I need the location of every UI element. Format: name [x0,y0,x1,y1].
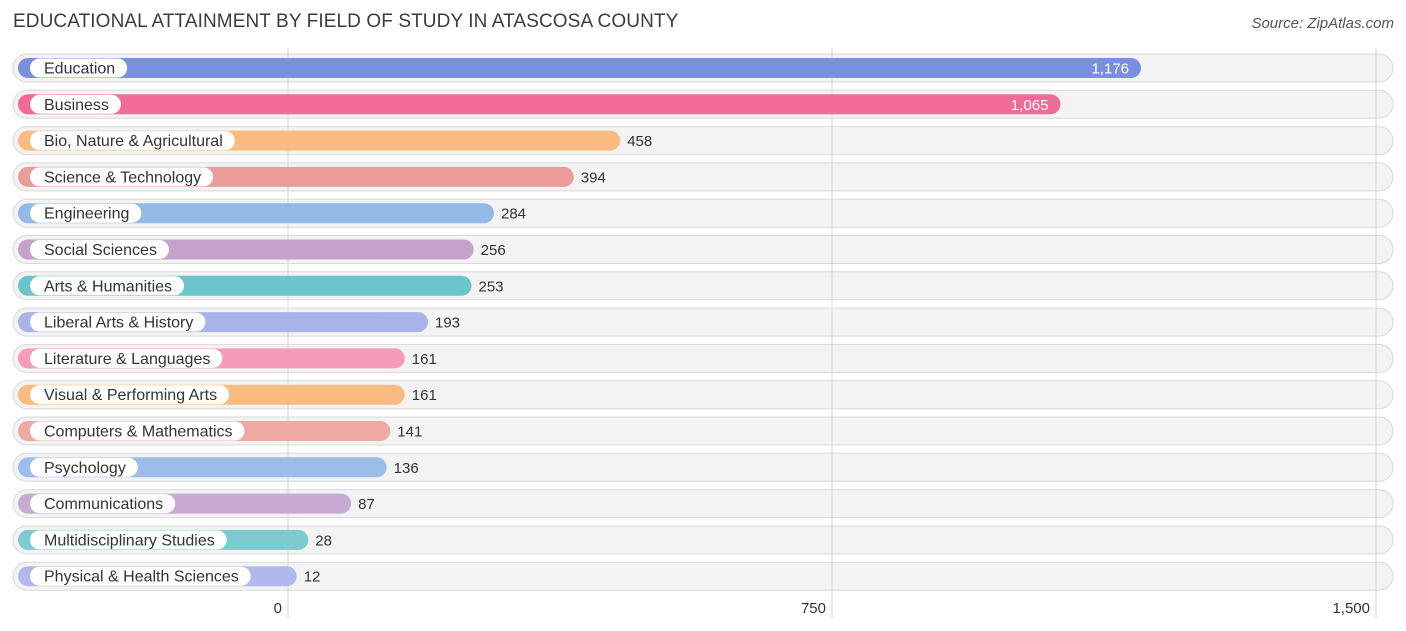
value-label: 136 [394,460,419,477]
category-label: Psychology [44,460,126,477]
bar [18,94,1061,115]
category-label-pill [30,457,138,477]
category-label-pill [30,203,142,223]
bar-track [12,525,1394,555]
category-label: Liberal Arts & History [44,315,193,332]
category-label: Communications [44,496,163,513]
value-label: 253 [479,278,504,295]
value-label: 141 [397,424,422,441]
value-label: 87 [358,496,375,513]
chart-title: EDUCATIONAL ATTAINMENT BY FIELD OF STUDY… [13,11,679,32]
category-label: Business [44,97,109,114]
category-label: Engineering [44,206,129,223]
category-label: Physical & Health Sciences [44,569,239,586]
category-label-pill [30,58,128,78]
x-tick-label: 750 [801,600,826,617]
category-label-pill [30,530,227,550]
bars: Education 1,176 Business 1,065 Bio, Nature &… [18,58,1141,587]
category-label-pill [30,276,185,296]
category-label: Social Sciences [44,242,157,259]
category-label-pill [30,494,176,514]
value-label: 256 [481,242,506,259]
value-label: 28 [315,532,332,549]
value-label: 1,176 [1091,61,1129,78]
value-label: 12 [304,569,321,586]
category-label: Bio, Nature & Agricultural [44,133,223,150]
value-label: 394 [581,169,606,186]
category-label-pill [30,131,235,151]
value-label: 284 [501,206,526,223]
category-label-pill [30,421,245,441]
category-label-pill [30,385,230,405]
category-label: Education [44,61,115,78]
category-label: Science & Technology [44,169,201,186]
category-label: Literature & Languages [44,351,210,368]
category-label: Computers & Mathematics [44,424,233,441]
category-label: Arts & Humanities [44,278,172,295]
x-axis-ticks: 0 750 1,500 [274,600,1370,617]
bar [18,58,1141,78]
category-label-pill [30,240,169,259]
category-label: Multidisciplinary Studies [44,532,215,549]
category-label: Visual & Performing Arts [44,387,217,404]
value-label: 193 [435,315,460,332]
source-label: Source: ZipAtlas.com [1251,15,1394,32]
x-tick-label: 1,500 [1332,600,1370,617]
category-label-pill [30,167,214,187]
value-label: 161 [412,351,437,368]
category-label-pill [30,566,251,586]
value-label: 161 [412,387,437,404]
value-label: 1,065 [1011,97,1049,114]
category-label-pill [30,94,121,114]
category-label-pill [30,312,206,332]
x-tick-label: 0 [274,600,282,617]
value-label: 458 [627,133,652,150]
bar-track [12,561,1394,591]
bar-track [12,489,1394,519]
category-label-pill [30,348,223,368]
